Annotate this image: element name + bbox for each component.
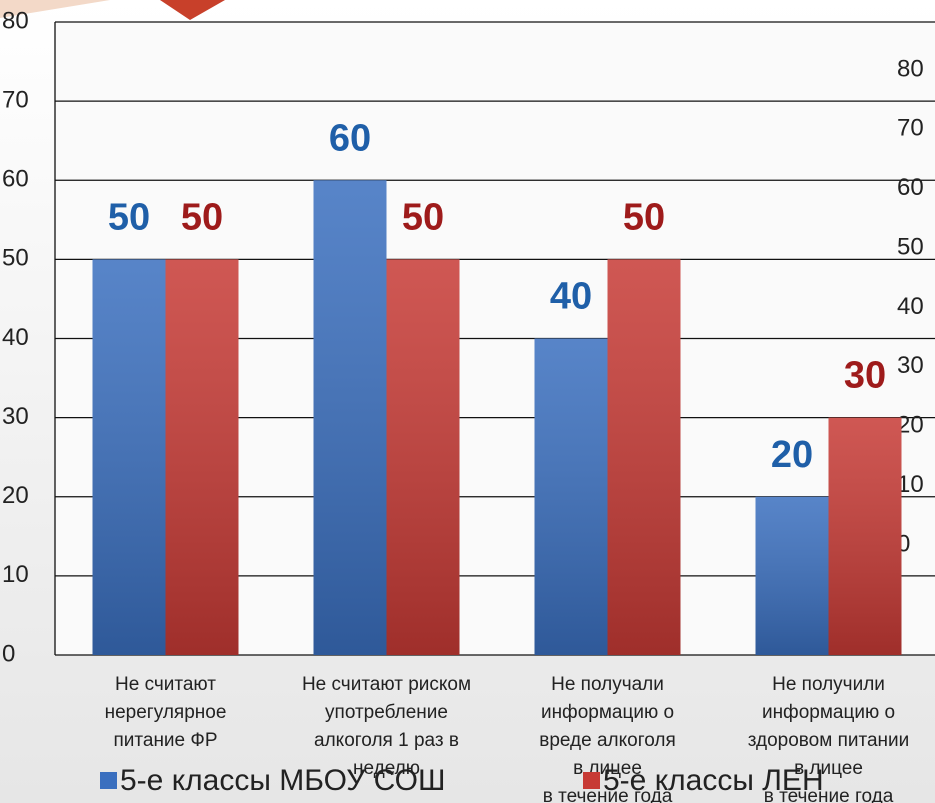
bar-shade [607,259,681,655]
x-tick-label: вреде алкоголя [539,730,676,751]
value-label: 60 [329,117,371,159]
x-tick-label: Не считают [115,674,216,695]
y2-tick-label: 70 [897,115,924,142]
y-tick-label: 0 [2,640,15,667]
y-tick-label: 30 [2,403,29,430]
bar-shade [92,259,166,655]
decoration [160,0,225,20]
value-label: 50 [402,196,444,238]
x-tick-label: нерегулярное [105,702,227,723]
x-tick-label: Не получили [772,674,885,695]
y2-tick-label: 60 [897,174,924,201]
x-tick-label: неделю [353,758,420,779]
x-tick-label: здоровом питании [748,730,910,751]
x-tick-label: употребление [325,702,448,723]
y2-tick-label: 50 [897,233,924,260]
value-label: 50 [108,196,150,238]
y-tick-label: 60 [2,166,29,193]
bar-shade [755,496,829,655]
bar-shade [386,259,460,655]
bar-shade [313,180,387,655]
x-tick-label: в течение года [543,786,673,803]
y-tick-label: 10 [2,561,29,588]
x-tick-label: в лицее [794,758,863,779]
bar-shade [828,417,902,655]
y2-tick-label: 40 [897,293,924,320]
bar-shade [165,259,239,655]
decoration [0,0,110,18]
value-label: 50 [181,196,223,238]
legend-swatch [583,772,600,789]
y-tick-label: 40 [2,324,29,351]
x-tick-label: питание ФР [113,730,217,751]
x-tick-label: алкоголя 1 раз в [314,730,459,751]
y2-tick-label: 30 [897,352,924,379]
legend-swatch [100,772,117,789]
y-tick-label: 20 [2,482,29,509]
x-tick-label: информацию о [541,702,674,723]
y-tick-label: 70 [2,86,29,113]
value-label: 20 [771,434,813,476]
y-tick-label: 50 [2,245,29,272]
y2-tick-label: 80 [897,55,924,82]
value-label: 30 [844,355,886,397]
y-tick-label: 80 [2,7,29,34]
value-label: 50 [623,196,665,238]
bar-shade [534,338,608,655]
legend-label: 5-е классы ЛЕН [603,764,824,797]
x-tick-label: Не получали [551,674,664,695]
x-tick-label: Не считают риском [302,674,471,695]
legend-label: 5-е классы МБОУ СОШ [120,764,446,797]
x-tick-label: информацию о [762,702,895,723]
x-tick-label: в течение года [764,786,894,803]
value-label: 40 [550,276,592,318]
